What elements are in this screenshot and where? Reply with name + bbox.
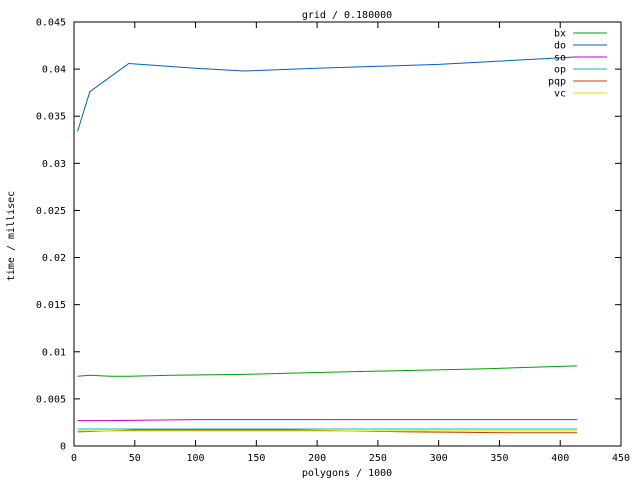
y-tick-label: 0.025 bbox=[36, 206, 66, 217]
legend-label-bx: bx bbox=[554, 29, 566, 40]
x-tick-label: 250 bbox=[369, 453, 387, 464]
x-tick-label: 150 bbox=[247, 453, 265, 464]
plot-border bbox=[73, 21, 622, 447]
legend-label-op: op bbox=[554, 65, 566, 76]
x-axis-title: polygons / 1000 bbox=[302, 468, 392, 479]
series-line-so bbox=[77, 419, 578, 422]
y-tick-label: 0.03 bbox=[42, 159, 66, 170]
x-tick-label: 0 bbox=[71, 453, 77, 464]
x-tick-label: 400 bbox=[551, 453, 569, 464]
series-lines bbox=[77, 56, 578, 434]
x-tick-label: 100 bbox=[187, 453, 205, 464]
y-tick-label: 0.035 bbox=[36, 112, 66, 123]
series-line-do bbox=[77, 56, 578, 132]
chart-title: grid / 0.180000 bbox=[302, 10, 392, 21]
legend-label-vc: vc bbox=[554, 89, 566, 100]
series-line-bx bbox=[77, 365, 578, 377]
x-tick-label: 450 bbox=[612, 453, 630, 464]
y-tick-label: 0.01 bbox=[42, 347, 66, 358]
legend-label-pqp: pqp bbox=[548, 77, 566, 88]
y-tick-label: 0.02 bbox=[42, 253, 66, 264]
axis-ticks: 0 0.005 0.01 0.015 0.02 0.025 0.03 0.035 0.04 0.0… bbox=[36, 18, 630, 465]
x-tick-label: 200 bbox=[308, 453, 326, 464]
x-tick-label: 300 bbox=[430, 453, 448, 464]
y-tick-label: 0.005 bbox=[36, 394, 66, 405]
x-tick-label: 350 bbox=[490, 453, 508, 464]
y-tick-label: 0.015 bbox=[36, 300, 66, 311]
y-tick-label: 0.045 bbox=[36, 18, 66, 29]
y-axis-title: time / millisec bbox=[6, 191, 17, 281]
y-tick-label: 0 bbox=[60, 442, 66, 453]
y-tick-label: 0.04 bbox=[42, 65, 66, 76]
x-tick-label: 50 bbox=[129, 453, 141, 464]
plot-frame bbox=[73, 21, 622, 447]
legend-label-so: so bbox=[554, 53, 566, 64]
legend-label-do: do bbox=[554, 41, 566, 52]
